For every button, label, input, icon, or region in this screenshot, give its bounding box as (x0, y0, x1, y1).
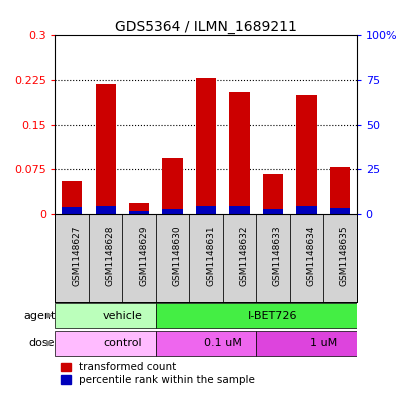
Text: GSM1148628: GSM1148628 (106, 226, 114, 286)
Text: GSM1148630: GSM1148630 (172, 226, 181, 286)
Text: GSM1148633: GSM1148633 (272, 226, 281, 286)
Bar (55, 331, 155, 356)
Bar (262, 174, 282, 214)
Text: agent: agent (23, 310, 55, 321)
Bar (95, 206, 115, 214)
Text: 1 uM: 1 uM (309, 338, 336, 348)
Bar (162, 209, 182, 214)
Text: GSM1148629: GSM1148629 (139, 226, 148, 286)
Bar (122, 214, 155, 302)
Bar (62, 207, 82, 214)
Bar (256, 214, 289, 302)
Bar (129, 211, 149, 214)
Bar (296, 206, 316, 214)
Bar (55, 214, 89, 302)
Text: GSM1148627: GSM1148627 (72, 226, 81, 286)
Bar (162, 158, 182, 214)
Bar (55, 303, 155, 328)
Bar (155, 214, 189, 302)
Bar (95, 84, 115, 214)
Title: GDS5364 / ILMN_1689211: GDS5364 / ILMN_1689211 (115, 20, 296, 34)
Text: GSM1148632: GSM1148632 (239, 226, 248, 286)
Bar (262, 209, 282, 214)
Bar (229, 206, 249, 214)
Bar (296, 95, 316, 214)
Bar (322, 214, 356, 302)
Bar (229, 92, 249, 214)
Bar (89, 214, 122, 302)
Bar (129, 204, 149, 214)
Bar (329, 208, 349, 214)
Text: GSM1148634: GSM1148634 (306, 226, 315, 286)
Text: dose: dose (29, 338, 55, 348)
Text: GSM1148631: GSM1148631 (205, 226, 214, 286)
Bar (62, 182, 82, 214)
Text: I-BET726: I-BET726 (247, 310, 297, 321)
Bar (189, 214, 222, 302)
Bar (196, 206, 216, 214)
Bar (196, 78, 216, 214)
Legend: transformed count, percentile rank within the sample: transformed count, percentile rank withi… (61, 362, 254, 385)
Text: vehicle: vehicle (102, 310, 142, 321)
Bar (155, 331, 256, 356)
Bar (329, 167, 349, 214)
Bar (155, 303, 356, 328)
Bar (289, 214, 322, 302)
Text: control: control (103, 338, 141, 348)
Bar (256, 331, 356, 356)
Bar (222, 214, 256, 302)
Text: 0.1 uM: 0.1 uM (203, 338, 241, 348)
Text: GSM1148635: GSM1148635 (339, 226, 348, 286)
